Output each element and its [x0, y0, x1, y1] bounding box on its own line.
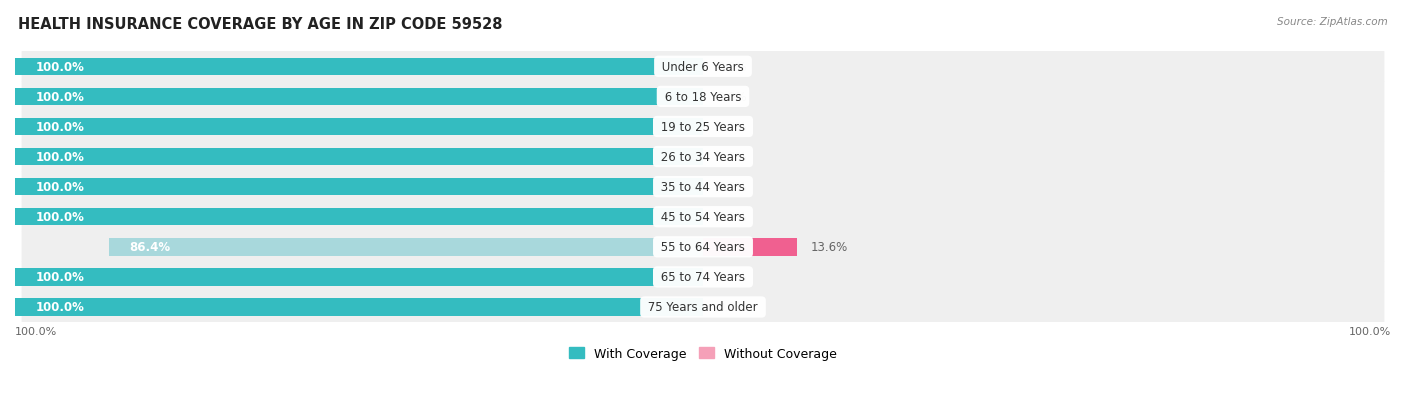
Bar — [15, 119, 703, 136]
Text: 26 to 34 Years: 26 to 34 Years — [657, 151, 749, 164]
Text: 100.0%: 100.0% — [35, 121, 84, 134]
Text: 6 to 18 Years: 6 to 18 Years — [661, 91, 745, 104]
Text: 100.0%: 100.0% — [35, 271, 84, 284]
Bar — [15, 209, 703, 226]
Text: Source: ZipAtlas.com: Source: ZipAtlas.com — [1277, 17, 1388, 26]
FancyBboxPatch shape — [21, 52, 1385, 83]
Text: 86.4%: 86.4% — [129, 241, 170, 254]
Bar — [15, 268, 703, 286]
Text: 19 to 25 Years: 19 to 25 Years — [657, 121, 749, 134]
Text: 65 to 74 Years: 65 to 74 Years — [657, 271, 749, 284]
Text: 100.0%: 100.0% — [35, 181, 84, 194]
Text: 35 to 44 Years: 35 to 44 Years — [657, 181, 749, 194]
Bar — [15, 58, 703, 76]
Text: 0.0%: 0.0% — [717, 211, 747, 224]
Text: 100.0%: 100.0% — [35, 301, 84, 314]
Text: 100.0%: 100.0% — [35, 91, 84, 104]
Text: 0.0%: 0.0% — [717, 91, 747, 104]
FancyBboxPatch shape — [21, 292, 1385, 323]
FancyBboxPatch shape — [21, 202, 1385, 233]
Text: 100.0%: 100.0% — [15, 326, 58, 336]
Text: 0.0%: 0.0% — [717, 301, 747, 314]
Text: 13.6%: 13.6% — [810, 241, 848, 254]
Text: HEALTH INSURANCE COVERAGE BY AGE IN ZIP CODE 59528: HEALTH INSURANCE COVERAGE BY AGE IN ZIP … — [18, 17, 503, 31]
Text: 0.0%: 0.0% — [717, 151, 747, 164]
Bar — [15, 178, 703, 196]
Text: 75 Years and older: 75 Years and older — [644, 301, 762, 314]
Text: 0.0%: 0.0% — [717, 181, 747, 194]
Bar — [15, 88, 703, 106]
Text: 100.0%: 100.0% — [1348, 326, 1391, 336]
FancyBboxPatch shape — [21, 172, 1385, 202]
Text: 55 to 64 Years: 55 to 64 Years — [657, 241, 749, 254]
FancyBboxPatch shape — [21, 142, 1385, 173]
FancyBboxPatch shape — [21, 82, 1385, 112]
Text: 0.0%: 0.0% — [717, 271, 747, 284]
Bar — [703, 239, 797, 256]
FancyBboxPatch shape — [21, 112, 1385, 142]
Bar — [108, 239, 703, 256]
Legend: With Coverage, Without Coverage: With Coverage, Without Coverage — [564, 342, 842, 365]
Text: 0.0%: 0.0% — [717, 61, 747, 74]
FancyBboxPatch shape — [21, 232, 1385, 263]
Bar — [15, 149, 703, 166]
Text: Under 6 Years: Under 6 Years — [658, 61, 748, 74]
Text: 100.0%: 100.0% — [35, 61, 84, 74]
Text: 100.0%: 100.0% — [35, 151, 84, 164]
Text: 100.0%: 100.0% — [35, 211, 84, 224]
FancyBboxPatch shape — [21, 262, 1385, 292]
Text: 45 to 54 Years: 45 to 54 Years — [657, 211, 749, 224]
Text: 0.0%: 0.0% — [717, 121, 747, 134]
Bar — [15, 299, 703, 316]
